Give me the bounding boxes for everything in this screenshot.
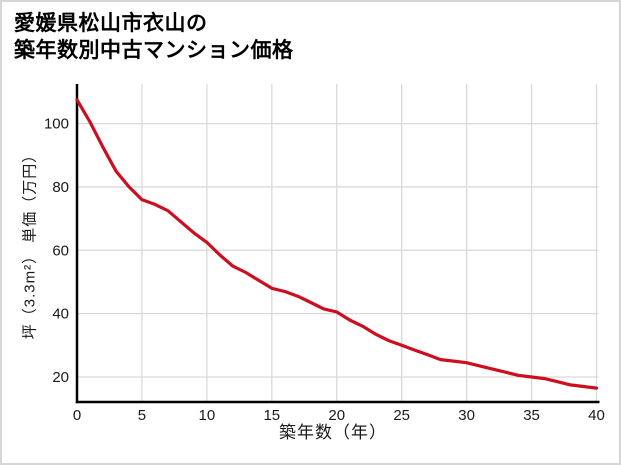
x-tick-label: 25 <box>393 407 410 424</box>
x-axis-title: 築年数（年） <box>279 423 387 442</box>
price-curve <box>75 98 599 390</box>
y-axis-title: 坪（3.3m²） 単価（万円） <box>21 146 39 340</box>
y-tick-label: 20 <box>52 369 69 386</box>
y-tick-label: 100 <box>44 116 69 133</box>
x-tick-label: 10 <box>199 407 216 424</box>
x-tick-label: 40 <box>588 407 605 424</box>
x-tick-label: 20 <box>328 407 345 424</box>
y-tick-label: 60 <box>52 242 69 259</box>
x-tick-label: 5 <box>138 407 146 424</box>
chart-title-line-1: 愛媛県松山市衣山の <box>14 12 208 35</box>
y-tick-label: 40 <box>52 306 69 323</box>
x-tick-label: 0 <box>73 407 81 424</box>
chart-title-line-2: 築年数別中古マンション価格 <box>14 39 294 62</box>
x-tick-label: 30 <box>458 407 475 424</box>
chart-title: 愛媛県松山市衣山の 築年数別中古マンション価格 <box>14 10 294 64</box>
x-tick-label: 15 <box>263 407 280 424</box>
x-tick-label: 35 <box>523 407 540 424</box>
y-tick-label: 80 <box>52 179 69 196</box>
